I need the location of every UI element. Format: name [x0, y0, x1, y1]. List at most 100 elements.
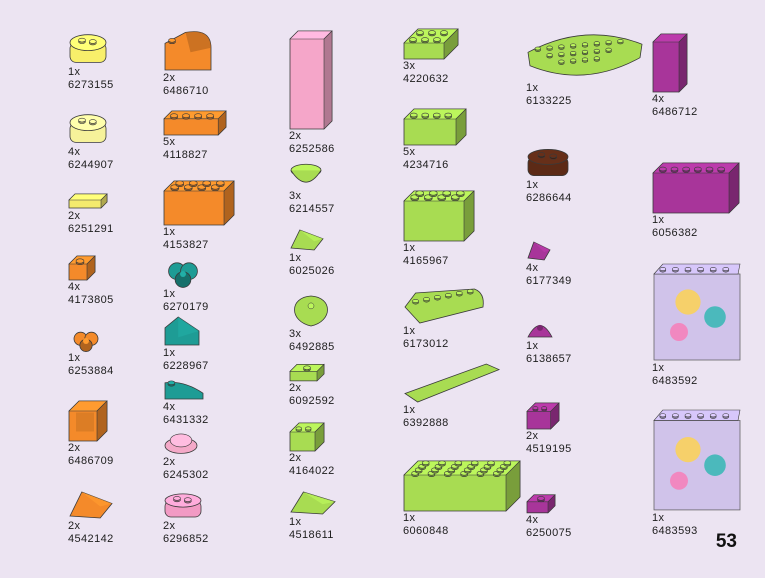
part-image-window: [653, 409, 741, 511]
part-element-id: 4519195: [526, 443, 572, 455]
part-quantity: 1x: [289, 516, 302, 528]
part-6251291: 2x 6251291: [68, 190, 178, 236]
part-quantity: 1x: [652, 214, 665, 226]
part-quantity: 1x: [403, 242, 416, 254]
part-6492885: 3x 6492885: [289, 294, 399, 354]
part-4518611: 1x 4518611: [289, 490, 399, 542]
part-quantity: 1x: [403, 404, 416, 416]
part-quantity: 2x: [163, 520, 176, 532]
part-element-id: 6492885: [289, 341, 335, 353]
part-image-flower: [73, 331, 99, 352]
part-element-id: 4153827: [163, 239, 209, 251]
part-image-brick: [289, 422, 325, 452]
part-image-bowl: [290, 163, 322, 183]
part-quantity: 5x: [163, 136, 176, 148]
part-element-id: 6250075: [526, 527, 572, 539]
part-element-id: 4234716: [403, 159, 449, 171]
part-quantity: 4x: [526, 514, 539, 526]
part-quantity: 1x: [652, 362, 665, 374]
part-element-id: 6025026: [289, 265, 335, 277]
part-quantity: 1x: [403, 325, 416, 337]
part-quantity: 2x: [68, 210, 81, 222]
part-element-id: 4165967: [403, 255, 449, 267]
part-6252586: 2x 6252586: [289, 30, 399, 156]
part-element-id: 6177349: [526, 275, 572, 287]
part-image-plate: [403, 460, 521, 512]
part-image-plate: [403, 28, 459, 60]
part-4173805: 4x 4173805: [68, 255, 178, 307]
part-quantity: 2x: [163, 456, 176, 468]
part-quantity: 2x: [163, 72, 176, 84]
part-element-id: 6138657: [526, 353, 572, 365]
part-quantity: 5x: [403, 146, 416, 158]
part-image-wedge: [290, 229, 324, 251]
part-image-dome: [527, 324, 553, 338]
part-element-id: 6214557: [289, 203, 335, 215]
part-quantity: 4x: [163, 401, 176, 413]
part-quantity: 2x: [289, 452, 302, 464]
part-4234716: 5x 4234716: [403, 108, 513, 172]
part-image-flower: [168, 262, 198, 288]
part-4153827: 1x 4153827: [163, 180, 273, 252]
part-element-id: 6245302: [163, 469, 209, 481]
part-image-wedge: [290, 491, 336, 515]
part-6250075: 4x 6250075: [526, 490, 636, 540]
part-element-id: 6286644: [526, 192, 572, 204]
part-6133225: 1x 6133225: [526, 28, 643, 108]
part-6173012: 1x 6173012: [403, 285, 513, 351]
part-image-slope: [164, 316, 200, 346]
part-element-id: 6092592: [289, 395, 335, 407]
part-6392888: 1x 6392888: [403, 362, 513, 430]
part-6273155: 1x 6273155: [68, 30, 178, 92]
part-6214557: 3x 6214557: [289, 162, 399, 216]
part-6245302: 2x 6245302: [163, 430, 273, 482]
part-quantity: 4x: [68, 146, 81, 158]
part-element-id: 6133225: [526, 95, 572, 107]
part-element-id: 6244907: [68, 159, 114, 171]
part-6296852: 2x 6296852: [163, 490, 273, 546]
part-4542142: 2x 4542142: [68, 490, 178, 546]
part-6025026: 1x 6025026: [289, 228, 399, 278]
part-6286644: 1x 6286644: [526, 145, 636, 205]
part-element-id: 6273155: [68, 79, 114, 91]
part-element-id: 6431332: [163, 414, 209, 426]
part-element-id: 4164022: [289, 465, 335, 477]
part-image-jumper: [526, 494, 556, 514]
part-image-brick: [163, 110, 227, 136]
part-image-brick: [403, 190, 475, 242]
part-image-brick: [403, 108, 467, 146]
part-element-id: 6392888: [403, 417, 449, 429]
part-element-id: 4118827: [163, 149, 208, 161]
part-element-id: 6251291: [68, 223, 114, 235]
part-element-id: 6486709: [68, 455, 114, 467]
part-image-tile: [68, 193, 108, 209]
part-image-leaf: [294, 295, 328, 327]
part-6486710: 2x 6486710: [163, 28, 273, 98]
part-quantity: 1x: [526, 340, 539, 352]
part-image-halfcircle: [527, 34, 643, 76]
part-4220632: 3x 4220632: [403, 28, 513, 86]
part-6431332: 4x 6431332: [163, 375, 273, 427]
part-quantity: 2x: [289, 382, 302, 394]
part-6270179: 1x 6270179: [163, 260, 273, 314]
part-6177349: 4x 6177349: [526, 240, 636, 288]
part-image-longtile: [404, 363, 501, 403]
part-quantity: 1x: [289, 252, 302, 264]
part-6486712: 4x 6486712: [652, 33, 762, 119]
part-element-id: 6483593: [652, 525, 698, 537]
part-quantity: 3x: [403, 60, 416, 72]
part-quantity: 2x: [68, 520, 81, 532]
part-image-panel: [68, 400, 108, 442]
part-quantity: 1x: [163, 226, 176, 238]
part-quantity: 1x: [403, 512, 416, 524]
part-quantity: 4x: [652, 93, 665, 105]
part-image-curve: [164, 380, 204, 400]
part-element-id: 4220632: [403, 73, 449, 85]
part-image-tall: [652, 33, 688, 93]
part-image-brick1: [68, 255, 96, 281]
part-4164022: 2x 4164022: [289, 422, 399, 478]
part-6483592: 1x 6483592: [652, 262, 762, 388]
part-image-round2: [527, 149, 569, 177]
page-number: 53: [715, 531, 737, 552]
part-image-round2: [164, 493, 202, 518]
